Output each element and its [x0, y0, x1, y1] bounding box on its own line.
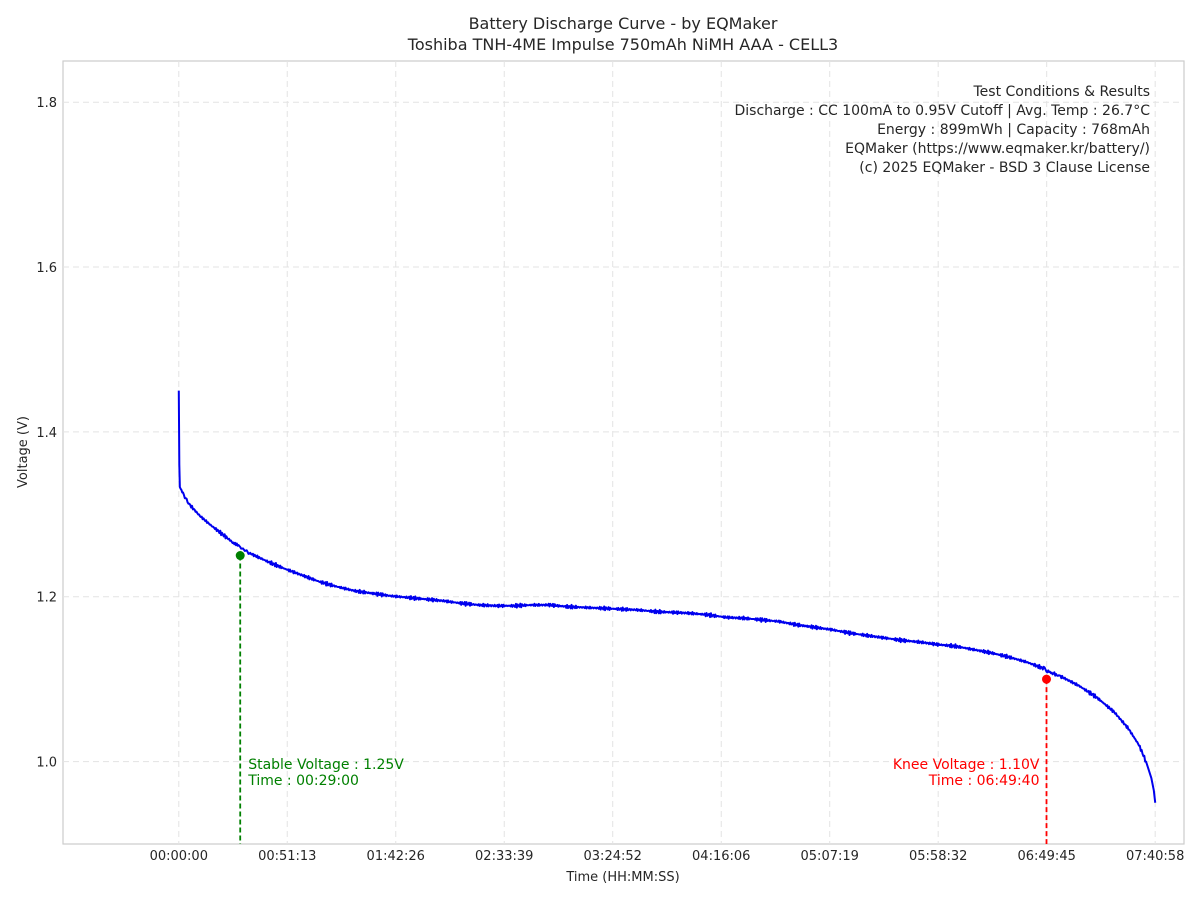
x-tick-label: 00:51:13: [258, 849, 316, 864]
info-line-1: Test Conditions & Results: [973, 84, 1151, 100]
annotation-marker: [1042, 674, 1052, 684]
info-line-4: EQMaker (https://www.eqmaker.kr/battery/…: [845, 141, 1150, 157]
annotation-marker: [235, 551, 245, 561]
y-tick-label: 1.6: [36, 261, 57, 276]
plot-area: [62, 60, 1185, 845]
y-axis-ticks: 1.0 1.2 1.4 1.6 1.8: [36, 96, 57, 770]
annotation-label-voltage: Stable Voltage : 1.25V: [248, 757, 404, 773]
y-tick-label: 1.0: [36, 756, 57, 771]
x-tick-label: 06:49:45: [1017, 849, 1075, 864]
x-axis-label: Time (HH:MM:SS): [565, 870, 679, 885]
x-tick-label: 00:00:00: [150, 849, 208, 864]
x-tick-label: 05:58:32: [909, 849, 967, 864]
x-tick-label: 03:24:52: [584, 849, 642, 864]
y-axis-label: Voltage (V): [16, 416, 31, 488]
info-line-5: (c) 2025 EQMaker - BSD 3 Clause License: [859, 160, 1150, 176]
x-axis-ticks: 00:00:00 00:51:13 01:42:26 02:33:39 03:24:52…: [150, 849, 1185, 864]
x-tick-label: 04:16:06: [692, 849, 750, 864]
annotation-label-time: Time : 00:29:00: [247, 773, 359, 789]
y-tick-label: 1.8: [36, 96, 57, 111]
x-tick-label: 07:40:58: [1126, 849, 1184, 864]
info-line-3: Energy : 899mWh | Capacity : 768mAh: [877, 122, 1150, 138]
x-tick-label: 02:33:39: [475, 849, 533, 864]
annotation-label-time: Time : 06:49:40: [928, 773, 1040, 789]
y-tick-label: 1.2: [36, 591, 57, 606]
x-tick-label: 01:42:26: [367, 849, 425, 864]
chart-title: Battery Discharge Curve - by EQMaker: [469, 14, 778, 33]
discharge-series-line: [177, 390, 1157, 803]
info-box: Test Conditions & Results Discharge : CC…: [734, 84, 1150, 176]
y-tick-label: 1.4: [36, 426, 57, 441]
chart-subtitle: Toshiba TNH-4ME Impulse 750mAh NiMH AAA …: [407, 35, 838, 54]
series-layer: [177, 390, 1157, 803]
annotation-label-voltage: Knee Voltage : 1.10V: [893, 757, 1040, 773]
grid-lines: [63, 61, 1184, 844]
x-tick-label: 05:07:19: [801, 849, 859, 864]
info-line-2: Discharge : CC 100mA to 0.95V Cutoff | A…: [734, 103, 1150, 119]
